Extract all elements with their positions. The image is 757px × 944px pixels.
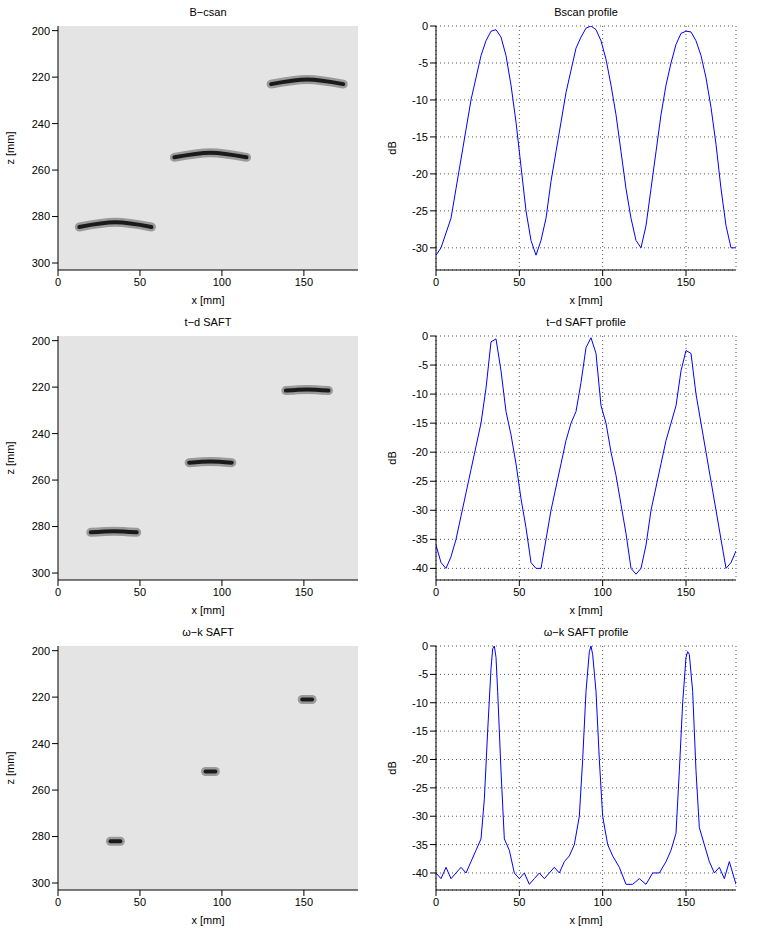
svg-text:150: 150 bbox=[295, 276, 313, 288]
svg-text:150: 150 bbox=[295, 896, 313, 908]
svg-text:300: 300 bbox=[32, 877, 50, 889]
svg-text:240: 240 bbox=[32, 738, 50, 750]
svg-text:-40: -40 bbox=[412, 867, 428, 879]
svg-text:100: 100 bbox=[593, 276, 611, 288]
svg-text:200: 200 bbox=[32, 25, 50, 37]
svg-text:-5: -5 bbox=[418, 359, 428, 371]
svg-text:-20: -20 bbox=[412, 753, 428, 765]
svg-text:0: 0 bbox=[422, 640, 428, 652]
svg-text:-30: -30 bbox=[412, 810, 428, 822]
html-text:Bscan profile: Bscan profile bbox=[554, 6, 618, 18]
svg-text:-10: -10 bbox=[412, 697, 428, 709]
svg-text:240: 240 bbox=[32, 428, 50, 440]
svg-text:100: 100 bbox=[593, 896, 611, 908]
svg-text:100: 100 bbox=[593, 586, 611, 598]
svg-text:-15: -15 bbox=[412, 131, 428, 143]
svg-text:0: 0 bbox=[55, 896, 61, 908]
svg-text:-20: -20 bbox=[412, 446, 428, 458]
html-text:ω−k SAFT: ω−k SAFT bbox=[182, 626, 234, 638]
svg-text:50: 50 bbox=[134, 896, 146, 908]
svg-text:280: 280 bbox=[32, 520, 50, 532]
svg-text:-25: -25 bbox=[412, 475, 428, 487]
svg-text:-20: -20 bbox=[412, 168, 428, 180]
html-text:B−csan: B−csan bbox=[189, 6, 227, 18]
svg-text:-35: -35 bbox=[412, 533, 428, 545]
svg-text:150: 150 bbox=[295, 586, 313, 598]
svg-text:300: 300 bbox=[32, 257, 50, 269]
svg-text:dB: dB bbox=[386, 141, 398, 154]
svg-text:x [mm]: x [mm] bbox=[192, 604, 225, 616]
svg-text:-35: -35 bbox=[412, 839, 428, 851]
html-text:t−d SAFT profile: t−d SAFT profile bbox=[546, 316, 626, 328]
svg-text:0: 0 bbox=[433, 896, 439, 908]
svg-text:-15: -15 bbox=[412, 725, 428, 737]
svg-text:0: 0 bbox=[55, 586, 61, 598]
svg-text:200: 200 bbox=[32, 645, 50, 657]
svg-text:-30: -30 bbox=[412, 504, 428, 516]
svg-text:0: 0 bbox=[422, 20, 428, 32]
svg-text:x [mm]: x [mm] bbox=[570, 914, 603, 926]
svg-text:50: 50 bbox=[513, 276, 525, 288]
svg-text:100: 100 bbox=[213, 586, 231, 598]
svg-text:220: 220 bbox=[32, 691, 50, 703]
svg-text:100: 100 bbox=[213, 896, 231, 908]
svg-text:50: 50 bbox=[134, 586, 146, 598]
svg-text:260: 260 bbox=[32, 784, 50, 796]
svg-text:150: 150 bbox=[677, 586, 695, 598]
svg-text:x [mm]: x [mm] bbox=[570, 604, 603, 616]
svg-text:-5: -5 bbox=[418, 57, 428, 69]
svg-text:0: 0 bbox=[422, 330, 428, 342]
svg-text:100: 100 bbox=[213, 276, 231, 288]
svg-text:x [mm]: x [mm] bbox=[192, 294, 225, 306]
svg-text:z [mm]: z [mm] bbox=[4, 442, 16, 475]
svg-text:-10: -10 bbox=[412, 388, 428, 400]
svg-text:-30: -30 bbox=[412, 242, 428, 254]
html-text:t−d SAFT: t−d SAFT bbox=[184, 316, 232, 328]
svg-text:150: 150 bbox=[677, 276, 695, 288]
svg-text:dB: dB bbox=[386, 451, 398, 464]
svg-text:x [mm]: x [mm] bbox=[192, 914, 225, 926]
svg-text:200: 200 bbox=[32, 335, 50, 347]
svg-text:-40: -40 bbox=[412, 562, 428, 574]
svg-text:50: 50 bbox=[134, 276, 146, 288]
svg-text:240: 240 bbox=[32, 118, 50, 130]
svg-text:0: 0 bbox=[55, 276, 61, 288]
svg-text:0: 0 bbox=[433, 276, 439, 288]
svg-text:0: 0 bbox=[433, 586, 439, 598]
svg-text:260: 260 bbox=[32, 474, 50, 486]
svg-text:x [mm]: x [mm] bbox=[570, 294, 603, 306]
svg-text:-10: -10 bbox=[412, 94, 428, 106]
svg-text:50: 50 bbox=[513, 896, 525, 908]
html-text:ω−k SAFT profile: ω−k SAFT profile bbox=[543, 626, 629, 638]
svg-text:50: 50 bbox=[513, 586, 525, 598]
svg-text:220: 220 bbox=[32, 381, 50, 393]
svg-text:-5: -5 bbox=[418, 668, 428, 680]
svg-text:150: 150 bbox=[677, 896, 695, 908]
svg-text:z [mm]: z [mm] bbox=[4, 752, 16, 785]
svg-text:280: 280 bbox=[32, 830, 50, 842]
svg-text:z [mm]: z [mm] bbox=[4, 132, 16, 165]
svg-text:-15: -15 bbox=[412, 417, 428, 429]
svg-text:-25: -25 bbox=[412, 205, 428, 217]
svg-text:-25: -25 bbox=[412, 782, 428, 794]
svg-text:280: 280 bbox=[32, 210, 50, 222]
svg-text:260: 260 bbox=[32, 164, 50, 176]
svg-text:220: 220 bbox=[32, 71, 50, 83]
svg-text:300: 300 bbox=[32, 567, 50, 579]
svg-text:dB: dB bbox=[386, 761, 398, 774]
